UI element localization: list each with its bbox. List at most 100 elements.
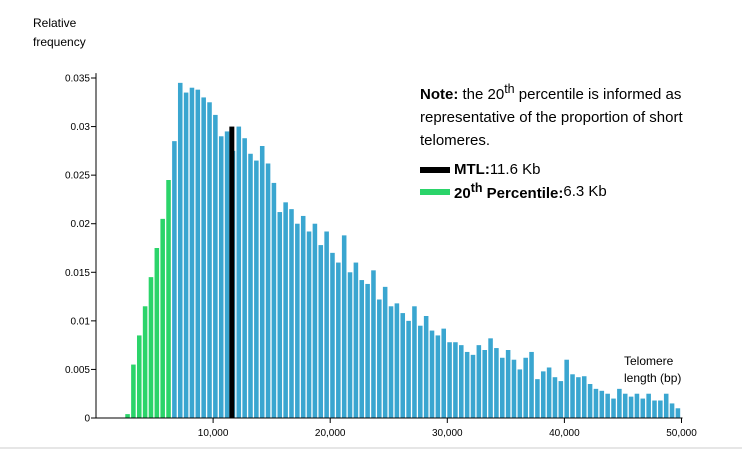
histogram-bar [195,89,201,418]
histogram-bar [418,325,423,418]
x-tick-label: 50,000 [666,428,697,439]
histogram-bar [131,364,136,418]
histogram-bar [634,393,640,418]
histogram-bar [576,377,581,418]
histogram-bar [248,153,253,418]
histogram-bar [353,262,359,418]
y-tick-label: 0.005 [65,365,90,376]
histogram-bar [300,215,306,418]
x-tick-label: 40,000 [549,428,580,439]
histogram-bar [236,126,242,418]
histogram-bar [552,377,558,418]
histogram-bar [500,357,505,418]
histogram-bar [271,182,277,418]
histogram-bar [406,320,411,418]
histogram-bar [359,280,365,418]
histogram-bar [447,342,452,418]
histogram-bars [125,82,681,419]
histogram-bar [669,403,675,418]
x-axis-label: Telomere length (bp) [624,353,681,387]
histogram-bar [400,313,406,418]
mtl-line [229,126,235,418]
histogram-bar [476,345,482,418]
histogram-bar [341,235,347,418]
histogram-bar [581,376,587,418]
histogram-bar [277,212,283,418]
legend-label-mtl: MTL: [454,161,490,178]
histogram-bar [148,277,154,418]
histogram-bar [658,400,663,418]
histogram-bar [318,245,324,418]
histogram-bar [505,350,511,418]
histogram-bar [125,414,130,418]
histogram-bar [441,328,446,418]
histogram-bar [295,223,300,418]
y-tick-label: 0.02 [71,219,91,230]
legend-item-percentile: 20th Percentile: 6.3 Kb [420,181,607,202]
histogram-bar [488,338,493,418]
histogram-bar [459,345,464,418]
x-axis-label-line2: length (bp) [624,371,682,385]
histogram-bar [587,384,593,418]
legend-swatch-percentile [420,188,450,195]
y-axis-label: Relative frequency [33,14,86,52]
histogram-bar [599,390,605,418]
mtl-marker [229,126,235,418]
histogram-bar [160,218,165,418]
legend-value-mtl: 11.6 Kb [489,161,541,178]
histogram-bar [382,286,388,418]
histogram-bar [283,202,288,418]
histogram-bar [652,400,657,418]
legend-label-percentile: 20th Percentile: [454,181,563,202]
histogram-bar [546,367,552,418]
histogram-bar [265,163,271,418]
histogram-bar [593,388,599,418]
histogram-bar [494,348,499,418]
legend-label-percentile-rest: Percentile: [482,185,564,202]
histogram-bar [371,270,376,418]
histogram-bar [201,97,206,419]
histogram-bar [336,262,341,418]
histogram-bar [183,92,189,418]
histogram-bar [289,209,294,418]
y-tick-label: 0.025 [65,171,90,182]
histogram-bar [365,283,370,418]
legend-swatch-mtl [420,166,450,173]
histogram-bar [605,393,610,418]
histogram-bar [529,351,534,418]
y-tick-label: 0 [84,414,90,425]
note-prefix: Note: [420,86,459,103]
note-text-start: the 20 [458,86,505,103]
histogram-bar [312,223,318,418]
histogram-bar [453,342,458,418]
histogram-bar [523,357,528,418]
histogram-bar [166,180,171,418]
percentile-note: Note: the 20th percentile is informed as… [420,78,710,152]
histogram-bar [189,87,195,419]
y-tick-label: 0.01 [71,316,91,327]
histogram-bar [136,335,142,418]
histogram-bar [377,299,382,418]
histogram-bar [242,138,247,419]
histogram-bar [611,398,616,418]
histogram-bar [663,393,669,418]
histogram-bar [675,408,681,418]
histogram-bar [470,354,476,418]
histogram-bar [622,393,628,418]
histogram-bar [511,359,517,418]
histogram-bar [347,272,353,418]
histogram-bar [142,306,148,418]
legend-label-percentile-sup: th [470,181,483,195]
histogram-bar [224,131,230,418]
histogram-bar [435,335,441,418]
y-tick-label: 0.03 [71,122,91,133]
x-axis-label-line1: Telomere [624,354,674,368]
bottom-divider [0,447,742,449]
histogram-bar [482,350,487,418]
y-tick-label: 0.015 [65,268,90,279]
histogram-bar [429,330,435,418]
histogram-bar [207,102,212,418]
histogram-bar [218,136,224,419]
histogram-bar [558,381,564,418]
histogram-bar [464,351,470,418]
